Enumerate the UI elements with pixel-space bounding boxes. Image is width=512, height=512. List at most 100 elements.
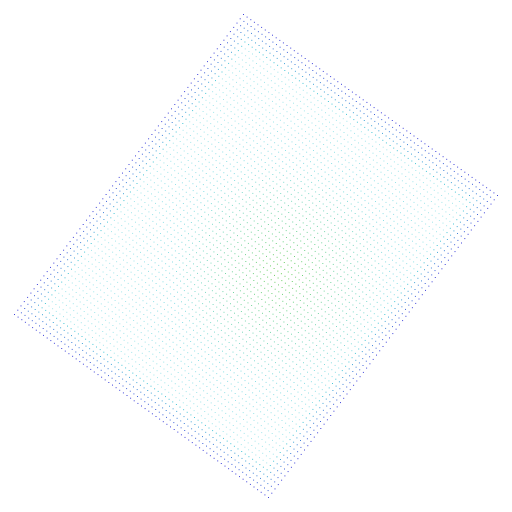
grid-dot: [219, 309, 221, 311]
grid-dot: [150, 378, 152, 380]
grid-dot: [386, 289, 388, 290]
grid-dot: [359, 110, 361, 112]
grid-dot: [230, 44, 232, 46]
grid-dot: [338, 374, 340, 376]
grid-dot: [151, 140, 153, 142]
grid-dot: [87, 320, 89, 322]
grid-dot: [139, 231, 140, 233]
grid-dot: [238, 402, 240, 404]
grid-dot: [96, 213, 98, 215]
grid-dot: [295, 210, 297, 212]
grid-dot: [346, 187, 348, 189]
grid-dot: [272, 240, 274, 242]
grid-dot: [279, 371, 280, 373]
grid-dot: [447, 179, 449, 181]
grid-dot: [236, 354, 238, 356]
grid-dot: [213, 310, 214, 312]
grid-dot: [126, 262, 128, 264]
grid-dot: [461, 242, 462, 244]
grid-dot: [83, 311, 85, 312]
grid-dot: [345, 93, 346, 95]
grid-dot: [307, 119, 309, 121]
grid-dot: [240, 297, 242, 299]
grid-dot: [358, 282, 360, 283]
grid-dot: [340, 202, 342, 204]
grid-dot: [343, 264, 345, 266]
grid-dot: [236, 434, 238, 436]
grid-dot: [187, 352, 189, 354]
grid-dot: [266, 322, 267, 324]
grid-dot: [143, 181, 145, 183]
grid-dot: [292, 368, 294, 370]
grid-dot: [110, 224, 112, 226]
grid-dot: [291, 407, 293, 409]
grid-dot: [212, 223, 213, 225]
grid-dot: [193, 130, 195, 132]
grid-dot: [244, 320, 246, 322]
grid-dot: [212, 437, 214, 438]
grid-dot: [211, 423, 213, 425]
grid-dot: [39, 332, 41, 334]
grid-dot: [143, 380, 145, 382]
grid-dot: [308, 266, 310, 268]
grid-dot: [61, 348, 63, 349]
grid-dot: [148, 211, 150, 213]
grid-dot: [202, 449, 204, 451]
grid-dot: [356, 188, 358, 189]
grid-dot: [255, 181, 257, 183]
grid-dot: [327, 226, 329, 228]
grid-dot: [194, 158, 196, 160]
grid-dot: [383, 220, 384, 221]
grid-dot: [185, 111, 187, 113]
grid-dot: [316, 351, 318, 353]
grid-dot: [322, 123, 324, 125]
grid-dot: [448, 193, 449, 195]
grid-dot: [428, 212, 429, 214]
grid-dot: [380, 164, 382, 166]
grid-dot: [71, 268, 72, 270]
grid-dot: [454, 184, 456, 186]
grid-dot: [329, 408, 331, 410]
grid-dot: [170, 293, 172, 295]
grid-dot: [381, 325, 383, 327]
grid-dot: [88, 334, 90, 336]
grid-dot: [393, 154, 395, 156]
grid-dot: [413, 201, 415, 203]
grid-dot: [219, 242, 221, 244]
grid-dot: [119, 190, 121, 192]
grid-dot: [465, 192, 467, 194]
grid-dot: [291, 207, 293, 209]
grid-dot: [440, 174, 441, 176]
grid-dot: [337, 88, 339, 90]
grid-dot: [394, 308, 396, 309]
grid-dot: [327, 300, 329, 302]
grid-dot: [256, 275, 258, 277]
grid-dot: [281, 88, 283, 89]
grid-dot: [206, 452, 208, 454]
grid-dot: [387, 236, 389, 238]
grid-dot: [225, 206, 226, 208]
grid-dot: [168, 199, 170, 201]
grid-dot: [158, 331, 160, 333]
grid-dot: [274, 421, 276, 423]
grid-dot: [470, 215, 472, 217]
grid-dot: [418, 165, 420, 167]
grid-dot: [53, 342, 55, 344]
grid-dot: [327, 366, 329, 368]
grid-dot: [189, 194, 191, 196]
grid-dot: [123, 332, 125, 334]
grid-dot: [193, 329, 194, 331]
grid-dot: [234, 312, 235, 314]
grid-dot: [251, 378, 253, 380]
grid-dot: [196, 192, 198, 194]
grid-dot: [255, 261, 257, 263]
grid-dot: [203, 323, 205, 325]
grid-dot: [239, 290, 241, 292]
grid-dot: [295, 276, 297, 278]
grid-dot: [338, 168, 340, 170]
grid-dot: [443, 243, 445, 245]
grid-dot: [398, 184, 400, 186]
grid-dot: [409, 132, 411, 134]
grid-dot: [200, 69, 202, 71]
grid-dot: [49, 326, 51, 328]
